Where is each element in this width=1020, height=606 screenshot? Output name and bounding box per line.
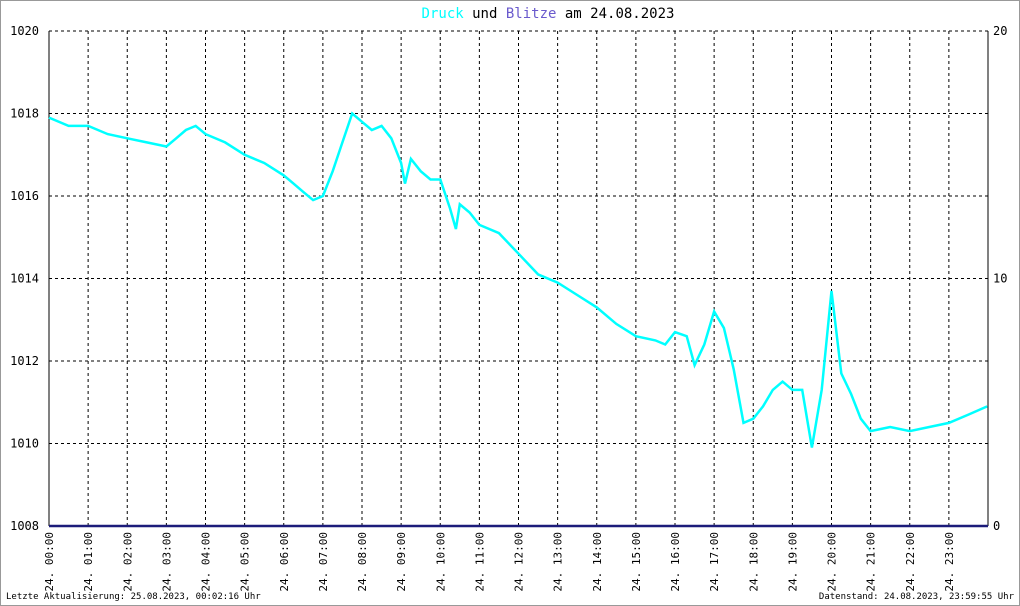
y2-tick-label: 20 (993, 24, 1007, 38)
x-tick-label: 24. 18:00 (747, 532, 760, 592)
y-tick-label: 1016 (10, 189, 39, 203)
x-tick-label: 24. 10:00 (434, 532, 447, 592)
x-tick-label: 24. 12:00 (513, 532, 526, 592)
x-tick-label: 24. 01:00 (82, 532, 95, 592)
x-tick-label: 24. 11:00 (473, 532, 486, 592)
x-tick-label: 24. 03:00 (160, 532, 173, 592)
x-tick-label: 24. 00:00 (43, 532, 56, 592)
x-tick-label: 24. 09:00 (395, 532, 408, 592)
title-blitze: Blitze (506, 6, 557, 22)
title-suffix: am 24.08.2023 (565, 6, 675, 22)
y-tick-label: 1008 (10, 519, 39, 533)
chart-title: Druck und Blitze am 24.08.2023 (422, 6, 675, 22)
footer-left: Letzte Aktualisierung: 25.08.2023, 00:02… (6, 592, 261, 602)
x-tick-label: 24. 05:00 (239, 532, 252, 592)
y2-tick-label: 0 (993, 519, 1000, 533)
x-tick-label: 24. 06:00 (278, 532, 291, 592)
x-tick-label: 24. 16:00 (669, 532, 682, 592)
title-druck: Druck (422, 6, 465, 22)
x-tick-label: 24. 19:00 (786, 532, 799, 592)
x-tick-label: 24. 07:00 (317, 532, 330, 592)
y2-tick-label: 10 (993, 272, 1007, 286)
y-tick-label: 1012 (10, 354, 39, 368)
x-tick-label: 24. 23:00 (943, 532, 956, 592)
series-line (48, 111, 988, 448)
title-connector: und (472, 6, 497, 22)
y-tick-label: 1020 (10, 24, 39, 38)
x-tick-label: 24. 13:00 (552, 532, 565, 592)
y-tick-label: 1018 (10, 107, 39, 121)
x-tick-label: 24. 08:00 (356, 532, 369, 592)
footer-right: Datenstand: 24.08.2023, 23:59:55 Uhr (819, 592, 1015, 602)
x-tick-label: 24. 21:00 (865, 532, 878, 592)
x-tick-label: 24. 17:00 (708, 532, 721, 592)
y-tick-label: 1014 (10, 272, 39, 286)
x-tick-label: 24. 22:00 (904, 532, 917, 592)
y-tick-label: 1010 (10, 437, 39, 451)
x-tick-label: 24. 20:00 (826, 532, 839, 592)
x-tick-label: 24. 14:00 (591, 532, 604, 592)
x-tick-label: 24. 02:00 (121, 532, 134, 592)
x-tick-label: 24. 04:00 (200, 532, 213, 592)
x-tick-label: 24. 15:00 (630, 532, 643, 592)
